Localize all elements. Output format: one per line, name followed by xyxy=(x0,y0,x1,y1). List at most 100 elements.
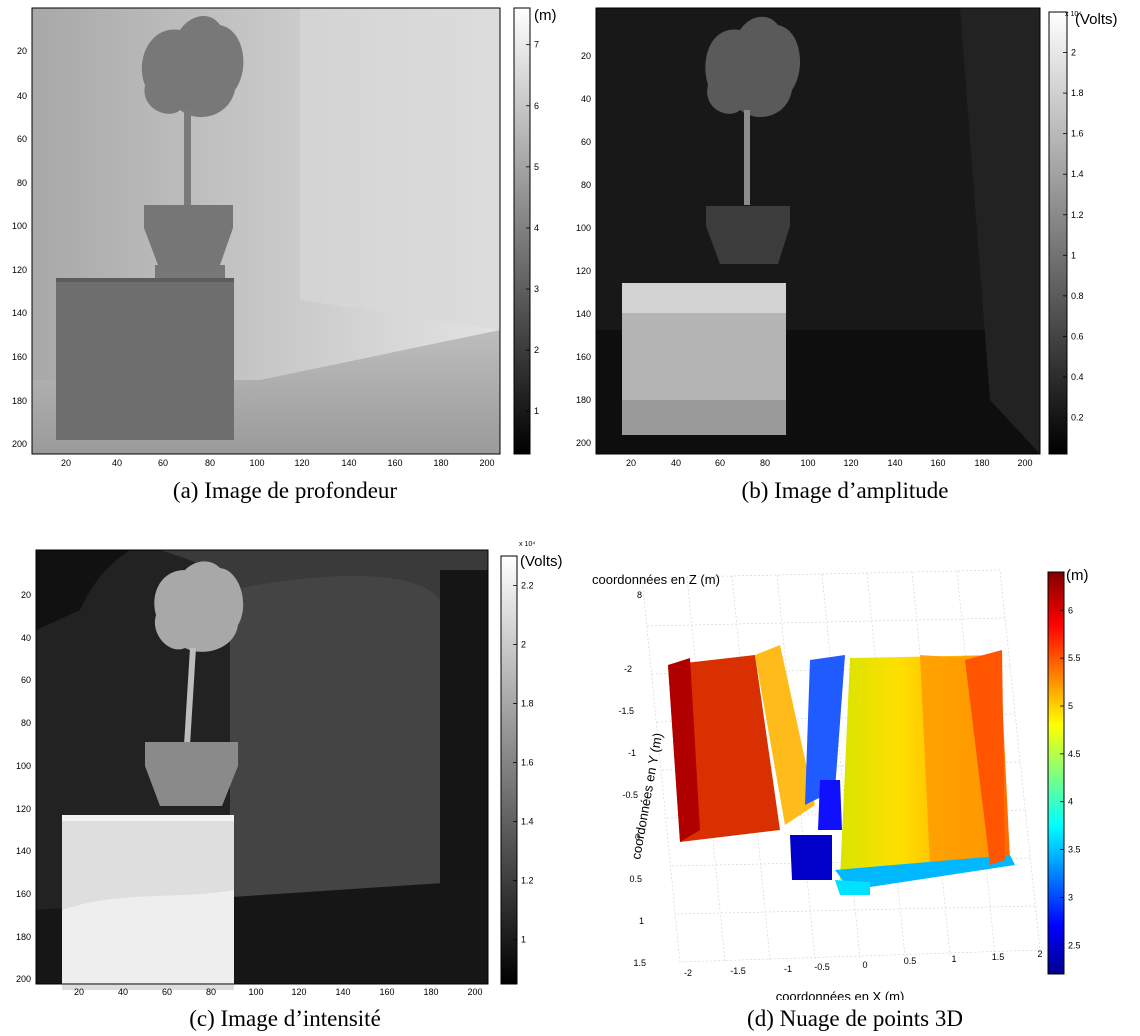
pointcloud-xtick: 0 xyxy=(862,960,867,970)
amplitude-xtick: 40 xyxy=(671,458,681,468)
colorbar-tick-label: 1.2 xyxy=(1071,210,1084,220)
intensity-xtick: 200 xyxy=(467,987,482,997)
depth-xtick: 140 xyxy=(341,458,356,468)
pointcloud-ytick: 1.5 xyxy=(633,958,646,968)
colorbar-tick-label: 1.2 xyxy=(521,876,534,886)
pointcloud-figure: coordonnées en Z (m) 8 coordonnées en Y … xyxy=(592,567,1089,1004)
intensity-xtick: 120 xyxy=(291,987,306,997)
amplitude-xtick: 100 xyxy=(800,458,815,468)
intensity-xtick: 100 xyxy=(248,987,263,997)
colorbar-tick-label: 3 xyxy=(534,284,539,294)
intensity-ytick: 40 xyxy=(21,633,31,643)
intensity-x-ticks: 20 40 60 80 100 120 140 160 180 200 xyxy=(74,987,483,997)
pointcloud-colorbar-gradient xyxy=(1047,571,1065,975)
intensity-xtick: 60 xyxy=(162,987,172,997)
colorbar-tick-label: 1 xyxy=(1071,250,1076,260)
amplitude-figure: 20 40 60 80 100 120 140 160 180 200 20 4… xyxy=(576,7,1118,468)
pointcloud-xtick: 2 xyxy=(1037,949,1042,959)
depth-ytick: 40 xyxy=(17,91,27,101)
panel-depth: 20 40 60 80 100 120 140 160 180 200 20 4… xyxy=(0,0,570,520)
depth-image xyxy=(32,8,500,454)
colorbar-tick-label: 3 xyxy=(1068,892,1073,902)
pointcloud-xtick: -0.5 xyxy=(814,962,830,972)
depth-xtick: 200 xyxy=(479,458,494,468)
colorbar-tick-label: 1.4 xyxy=(521,817,534,827)
depth-x-ticks: 20 40 60 80 100 120 140 160 180 200 xyxy=(61,458,495,468)
caption-d: (d) Nuage de points 3D xyxy=(747,1006,963,1031)
pointcloud-colorbar-unit: (m) xyxy=(1066,567,1089,584)
intensity-xtick: 180 xyxy=(423,987,438,997)
depth-ytick: 100 xyxy=(12,221,27,231)
amplitude-ytick: 140 xyxy=(576,309,591,319)
intensity-colorbar-exponent: x 10⁴ xyxy=(519,541,535,548)
depth-xtick: 80 xyxy=(205,458,215,468)
colorbar-tick-label: 0.8 xyxy=(1071,291,1084,301)
colorbar-tick-label: 1.6 xyxy=(521,758,534,768)
colorbar-tick-label: 4 xyxy=(534,223,539,233)
depth-xtick: 120 xyxy=(294,458,309,468)
intensity-ytick: 180 xyxy=(16,932,31,942)
depth-xtick: 180 xyxy=(433,458,448,468)
intensity-figure: 20 40 60 80 100 120 140 160 180 200 1 1.2… xyxy=(16,541,563,995)
colorbar-tick-label: 2 xyxy=(1071,48,1076,58)
intensity-ytick: 20 xyxy=(21,590,31,600)
colorbar-tick-label: 4 xyxy=(1068,797,1073,807)
colorbar-tick-label: 5 xyxy=(1068,701,1073,711)
colorbar-tick-label: 7 xyxy=(534,40,539,50)
depth-xtick: 40 xyxy=(112,458,122,468)
depth-ytick: 120 xyxy=(12,265,27,275)
amplitude-xtick: 60 xyxy=(715,458,725,468)
amplitude-ytick: 60 xyxy=(581,137,591,147)
pointcloud-x-axis: -2 -1.5 -1 -0.5 0 0.5 1 1.5 2 coordonnée… xyxy=(684,949,1043,1004)
panel-intensity: 20 40 60 80 100 120 140 160 180 200 1 1.2… xyxy=(0,530,570,1036)
panel-pointcloud: coordonnées en Z (m) 8 coordonnées en Y … xyxy=(570,530,1140,1036)
amplitude-colorbar: 0.2 0.4 0.6 0.8 1 1.2 1.4 1.6 1.8 2 x 10⁴ (Volts) xyxy=(1048,11,1118,455)
colorbar-tick-label: 1.6 xyxy=(1071,129,1084,139)
pointcloud-ztick: 8 xyxy=(637,590,642,600)
intensity-colorbar-gradient xyxy=(500,555,518,985)
pointcloud-ytick: 0 xyxy=(635,832,640,842)
amplitude-ytick: 40 xyxy=(581,94,591,104)
depth-y-ticks: 20 40 60 80 100 120 140 160 180 200 xyxy=(12,46,27,449)
pointcloud-ytick: -2 xyxy=(624,664,632,674)
colorbar-tick-label: 0.2 xyxy=(1071,413,1084,423)
pointcloud-ytick: -1 xyxy=(628,748,636,758)
colorbar-tick-label: 2.2 xyxy=(521,581,534,591)
amplitude-xtick: 180 xyxy=(974,458,989,468)
amplitude-colorbar-gradient xyxy=(1048,11,1068,455)
pointcloud-ytick: 0.5 xyxy=(629,874,642,884)
intensity-xtick: 80 xyxy=(206,987,216,997)
depth-colorbar: 1 2 3 4 5 6 7 (m) xyxy=(513,7,557,455)
intensity-ytick: 100 xyxy=(16,761,31,771)
amplitude-y-ticks: 20 40 60 80 100 120 140 160 180 200 xyxy=(576,51,591,448)
depth-ytick: 180 xyxy=(12,396,27,406)
pointcloud-xtick: -1 xyxy=(784,964,792,974)
depth-xtick: 60 xyxy=(158,458,168,468)
intensity-ytick: 60 xyxy=(21,675,31,685)
depth-xtick: 100 xyxy=(249,458,264,468)
depth-ytick: 200 xyxy=(12,439,27,449)
depth-ytick: 160 xyxy=(12,352,27,362)
intensity-xtick: 140 xyxy=(335,987,350,997)
pointcloud-xtick: -1.5 xyxy=(730,966,746,976)
depth-colorbar-unit: (m) xyxy=(534,7,557,24)
pointcloud-xtick: -2 xyxy=(684,968,692,978)
depth-xtick: 20 xyxy=(61,458,71,468)
caption-c: (c) Image d’intensité xyxy=(189,1006,381,1031)
amplitude-colorbar-unit: (Volts) xyxy=(1075,11,1118,28)
colorbar-tick-label: 2.5 xyxy=(1068,940,1081,950)
pointcloud-xlabel: coordonnées en X (m) xyxy=(776,989,905,1000)
colorbar-tick-label: 2 xyxy=(521,640,526,650)
depth-ytick: 60 xyxy=(17,134,27,144)
pointcloud-xtick: 0.5 xyxy=(904,956,917,966)
intensity-axes-frame xyxy=(35,549,489,985)
depth-colorbar-gradient xyxy=(513,7,531,455)
amplitude-xtick: 140 xyxy=(887,458,902,468)
amplitude-ytick: 80 xyxy=(581,180,591,190)
amplitude-ytick: 200 xyxy=(576,438,591,448)
amplitude-xtick: 120 xyxy=(843,458,858,468)
amplitude-ytick: 120 xyxy=(576,266,591,276)
depth-ytick: 20 xyxy=(17,46,27,56)
intensity-ytick: 200 xyxy=(16,974,31,984)
pointcloud-surface xyxy=(668,645,1015,895)
